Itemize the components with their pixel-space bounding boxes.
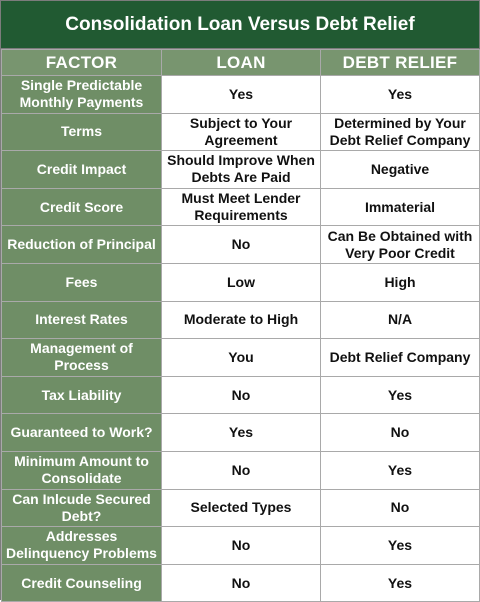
header-loan: LOAN: [161, 49, 321, 76]
debt-relief-cell: No: [320, 488, 480, 528]
loan-cell: Subject to Your Agreement: [161, 112, 321, 152]
debt-relief-cell: Yes: [320, 563, 480, 602]
header-row: FACTOR LOAN DEBT RELIEF: [1, 49, 480, 76]
table-row: Credit Impact Should Improve When Debts …: [1, 150, 480, 189]
factor-cell: Reduction of Principal: [1, 225, 162, 264]
factor-cell: Addresses Delinquency Problems: [1, 526, 162, 565]
loan-cell: Must Meet Lender Requirements: [161, 187, 321, 227]
factor-cell: Tax Liability: [1, 375, 162, 415]
debt-relief-cell: No: [320, 413, 480, 452]
debt-relief-cell: N/A: [320, 300, 480, 340]
factor-cell: Management of Process: [1, 338, 162, 377]
header-debt-relief: DEBT RELIEF: [320, 49, 480, 76]
table-row: Single Predictable Monthly Payments Yes …: [1, 75, 480, 114]
table-row: Interest Rates Moderate to High N/A: [1, 300, 480, 340]
debt-relief-cell: Yes: [320, 75, 480, 114]
table-row: Terms Subject to Your Agreement Determin…: [1, 112, 480, 152]
table-row: Credit Counseling No Yes: [1, 563, 480, 602]
loan-cell: No: [161, 526, 321, 565]
factor-cell: Credit Score: [1, 187, 162, 227]
factor-cell: Guaranteed to Work?: [1, 413, 162, 452]
loan-cell: Moderate to High: [161, 300, 321, 340]
table-title: Consolidation Loan Versus Debt Relief: [1, 1, 479, 49]
debt-relief-cell: Can Be Obtained with Very Poor Credit: [320, 225, 480, 264]
factor-cell: Single Predictable Monthly Payments: [1, 75, 162, 114]
loan-cell: Yes: [161, 75, 321, 114]
loan-cell: Low: [161, 262, 321, 302]
table-row: Fees Low High: [1, 262, 480, 302]
comparison-table: FACTOR LOAN DEBT RELIEF Single Predictab…: [1, 49, 480, 602]
loan-cell: Yes: [161, 413, 321, 452]
loan-cell: No: [161, 375, 321, 415]
debt-relief-cell: Determined by Your Debt Relief Company: [320, 112, 480, 152]
debt-relief-cell: High: [320, 262, 480, 302]
table-row: Can Inlcude Secured Debt? Selected Types…: [1, 488, 480, 528]
loan-cell: Selected Types: [161, 488, 321, 528]
table-row: Reduction of Principal No Can Be Obtaine…: [1, 225, 480, 264]
table-row: Credit Score Must Meet Lender Requiremen…: [1, 187, 480, 227]
factor-cell: Credit Impact: [1, 150, 162, 189]
table-row: Guaranteed to Work? Yes No: [1, 413, 480, 452]
table-row: Addresses Delinquency Problems No Yes: [1, 526, 480, 565]
loan-cell: No: [161, 450, 321, 490]
factor-cell: Can Inlcude Secured Debt?: [1, 488, 162, 528]
factor-cell: Terms: [1, 112, 162, 152]
factor-cell: Minimum Amount to Consolidate: [1, 450, 162, 490]
factor-cell: Credit Counseling: [1, 563, 162, 602]
header-factor: FACTOR: [1, 49, 162, 76]
debt-relief-cell: Negative: [320, 150, 480, 189]
debt-relief-cell: Yes: [320, 375, 480, 415]
debt-relief-cell: Debt Relief Company: [320, 338, 480, 377]
loan-cell: No: [161, 225, 321, 264]
loan-cell: Should Improve When Debts Are Paid: [161, 150, 321, 189]
factor-cell: Interest Rates: [1, 300, 162, 340]
table-row: Minimum Amount to Consolidate No Yes: [1, 450, 480, 490]
table-row: Management of Process You Debt Relief Co…: [1, 338, 480, 377]
debt-relief-cell: Yes: [320, 450, 480, 490]
debt-relief-cell: Immaterial: [320, 187, 480, 227]
table-row: Tax Liability No Yes: [1, 375, 480, 415]
factor-cell: Fees: [1, 262, 162, 302]
loan-cell: You: [161, 338, 321, 377]
loan-cell: No: [161, 563, 321, 602]
debt-relief-cell: Yes: [320, 526, 480, 565]
